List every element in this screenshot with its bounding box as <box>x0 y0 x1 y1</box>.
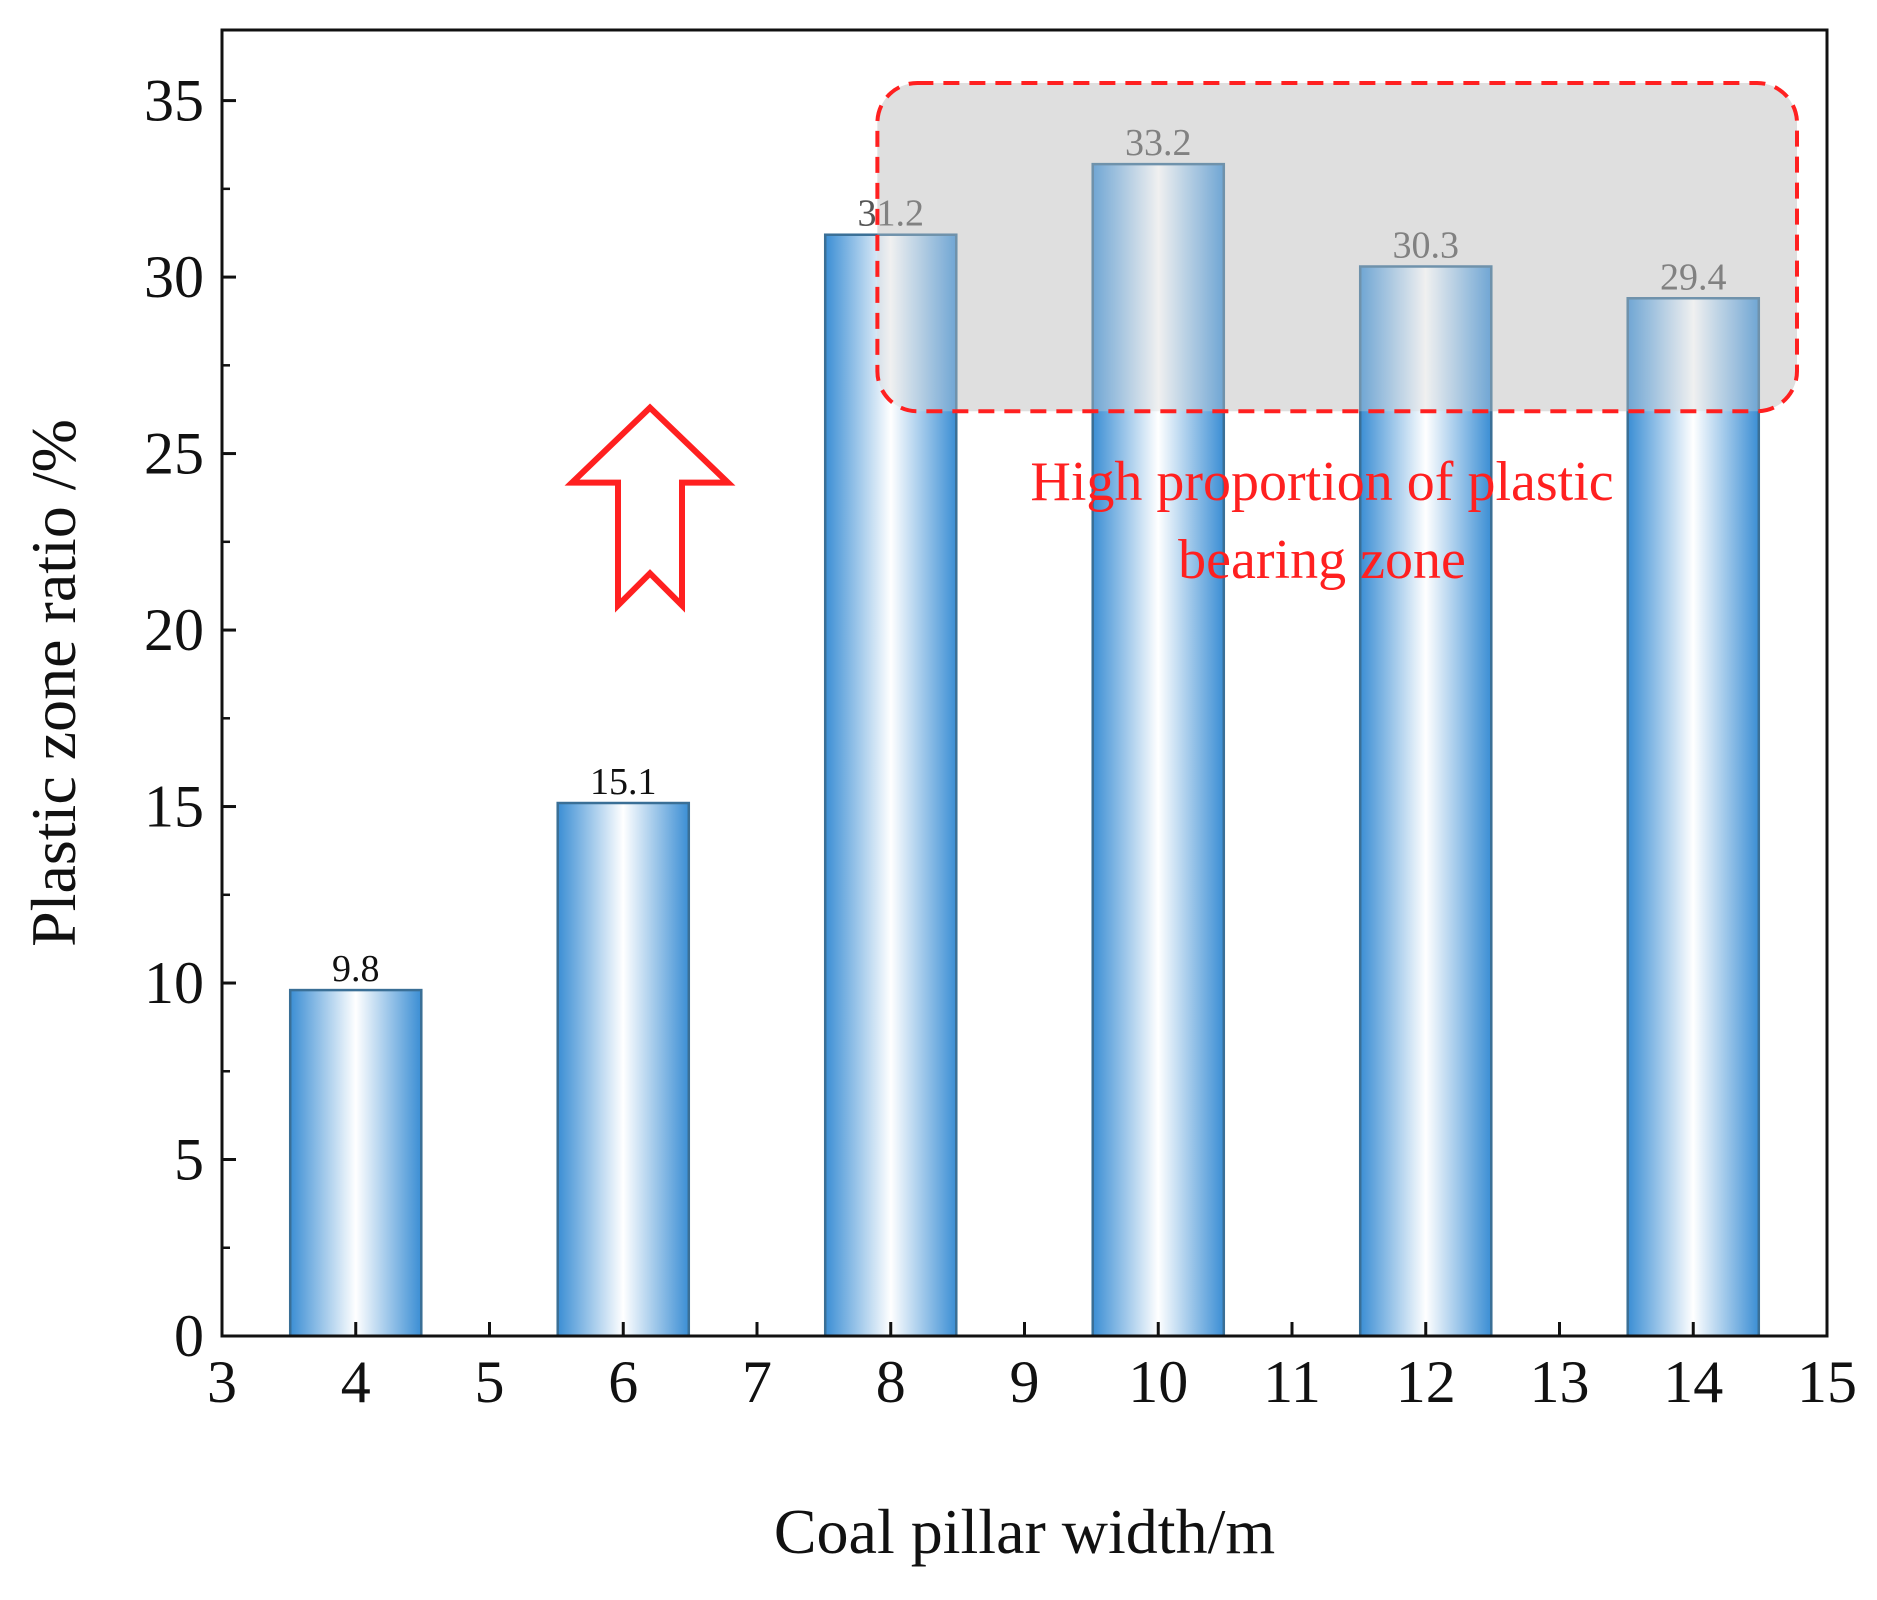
x-tick-label: 8 <box>876 1349 906 1415</box>
bar-value-label: 31.2 <box>858 193 925 235</box>
x-tick-label: 14 <box>1663 1349 1723 1415</box>
highlight-region-border <box>875 80 1799 414</box>
bar <box>288 988 423 1338</box>
y-tick-label: 30 <box>144 244 204 310</box>
x-tick-label: 10 <box>1128 1349 1188 1415</box>
x-tick-label: 3 <box>207 1349 237 1415</box>
y-tick-label: 25 <box>144 421 204 487</box>
bar-value-label: 33.2 <box>1125 122 1192 164</box>
x-tick-label: 13 <box>1530 1349 1590 1415</box>
y-tick-label: 10 <box>144 950 204 1016</box>
x-tick-label: 5 <box>475 1349 505 1415</box>
x-tick-label: 4 <box>341 1349 371 1415</box>
bar <box>556 801 691 1338</box>
x-tick-label: 11 <box>1263 1349 1321 1415</box>
x-tick-label: 6 <box>608 1349 638 1415</box>
x-tick-label: 15 <box>1797 1349 1857 1415</box>
bar <box>1358 265 1493 1338</box>
x-axis-title: Coal pillar width/m <box>774 1496 1275 1567</box>
up-arrow-icon <box>564 403 736 613</box>
x-tick-label: 7 <box>742 1349 772 1415</box>
bar <box>823 233 958 1338</box>
x-tick-label: 9 <box>1010 1349 1040 1415</box>
highlight-caption-line: bearing zone <box>1178 529 1466 591</box>
y-tick-label: 5 <box>174 1127 204 1193</box>
y-axis-title: Plastic zone ratio /% <box>18 419 89 947</box>
bar-value-label: 29.4 <box>1660 256 1727 298</box>
y-tick-label: 20 <box>144 597 204 663</box>
bar <box>1626 297 1761 1338</box>
bar-value-label: 15.1 <box>590 761 657 803</box>
y-tick-label: 0 <box>174 1303 204 1369</box>
y-tick-label: 15 <box>144 774 204 840</box>
highlight-caption-line: High proportion of plastic <box>1030 451 1613 513</box>
bar-value-label: 30.3 <box>1393 224 1460 266</box>
x-tick-label: 12 <box>1396 1349 1456 1415</box>
bar-value-label: 9.8 <box>332 948 380 990</box>
y-tick-label: 35 <box>144 68 204 134</box>
